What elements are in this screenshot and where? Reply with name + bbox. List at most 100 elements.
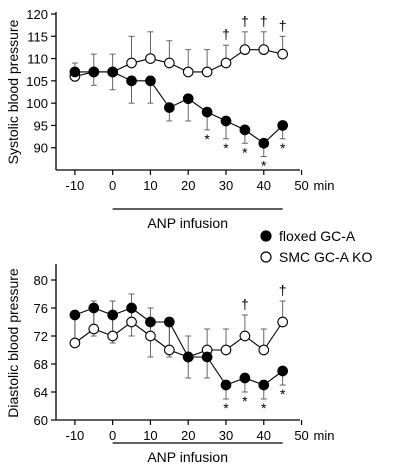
data-point-floxed bbox=[182, 351, 194, 363]
y-tick-label: 105 bbox=[26, 74, 48, 89]
data-point-smc-ko bbox=[277, 48, 289, 60]
diastolic-panel: 60 64 68 72 76 80 -10 0 10 20 30 40 50 min Diastolic b… bbox=[5, 264, 335, 465]
significance-star: * bbox=[242, 144, 248, 160]
data-point-floxed bbox=[277, 120, 289, 131]
significance-dagger: † bbox=[241, 13, 249, 29]
y-tick-label: 68 bbox=[34, 357, 48, 372]
data-point-floxed bbox=[239, 372, 251, 384]
x-tick-label: 20 bbox=[181, 428, 195, 443]
x-tick-label: 50 bbox=[294, 428, 308, 443]
data-point-floxed bbox=[258, 379, 270, 391]
data-point-floxed bbox=[88, 302, 100, 314]
data-point-smc-ko bbox=[201, 66, 213, 78]
significance-star: * bbox=[223, 140, 229, 156]
y-tick-label: 100 bbox=[26, 96, 48, 111]
data-point-smc-ko bbox=[239, 330, 251, 342]
x-tick-label: 40 bbox=[257, 428, 271, 443]
data-point-floxed bbox=[69, 66, 81, 78]
significance-star: * bbox=[261, 400, 267, 416]
y-tick-label: 64 bbox=[34, 385, 48, 400]
data-point-smc-ko bbox=[182, 66, 194, 78]
significance-star: * bbox=[242, 393, 248, 409]
x-tick-label: 40 bbox=[257, 178, 271, 193]
y-axis-label: Diastolic blood pressure bbox=[5, 268, 21, 418]
significance-dagger: † bbox=[222, 26, 230, 42]
data-point-smc-ko bbox=[145, 53, 156, 64]
data-point-smc-ko bbox=[69, 337, 81, 349]
y-axis-label: Systolic blood pressure bbox=[5, 19, 21, 164]
data-point-floxed bbox=[239, 124, 251, 136]
data-point-floxed bbox=[220, 115, 232, 127]
data-point-floxed bbox=[145, 75, 156, 87]
data-point-floxed bbox=[145, 316, 156, 328]
y-tick-label: 80 bbox=[34, 273, 48, 288]
significance-dagger: † bbox=[279, 17, 287, 33]
data-point-smc-ko bbox=[107, 330, 119, 342]
data-point-floxed bbox=[277, 365, 289, 377]
y-tick-label: 95 bbox=[34, 118, 48, 133]
data-point-floxed bbox=[88, 66, 100, 78]
x-tick-label: -10 bbox=[65, 178, 84, 193]
data-point-smc-ko bbox=[277, 316, 289, 328]
x-tick-label: 20 bbox=[181, 178, 195, 193]
significance-dagger: † bbox=[260, 13, 268, 29]
data-point-floxed bbox=[182, 93, 194, 105]
data-point-floxed bbox=[163, 102, 175, 113]
data-point-smc-ko bbox=[163, 344, 175, 356]
x-unit-label: min bbox=[314, 428, 335, 443]
x-unit-label: min bbox=[314, 178, 335, 193]
data-point-floxed bbox=[69, 309, 81, 321]
x-tick-label: 10 bbox=[143, 178, 157, 193]
data-point-floxed bbox=[163, 316, 175, 328]
x-tick-label: 50 bbox=[294, 178, 308, 193]
data-point-floxed bbox=[201, 106, 213, 118]
x-tick-label: -10 bbox=[65, 428, 84, 443]
x-tick-label: 30 bbox=[219, 178, 233, 193]
data-point-floxed bbox=[258, 137, 270, 149]
systolic-panel: 90 95 100 105 110 115 120 -10 0 10 20 30 40 50 min Syst… bbox=[5, 7, 335, 231]
y-tick-label: 90 bbox=[34, 141, 48, 156]
data-point-smc-ko bbox=[145, 330, 156, 342]
x-tick-label: 30 bbox=[219, 428, 233, 443]
data-point-smc-ko bbox=[126, 57, 137, 69]
x-tick-label: 0 bbox=[109, 428, 116, 443]
y-tick-label: 120 bbox=[26, 7, 48, 22]
data-point-smc-ko bbox=[163, 57, 175, 69]
x-tick-label: 10 bbox=[143, 428, 157, 443]
data-point-floxed bbox=[107, 309, 119, 321]
data-point-smc-ko bbox=[258, 44, 270, 56]
legend-marker-smc-ko bbox=[260, 251, 272, 263]
significance-star: * bbox=[280, 386, 286, 402]
data-point-smc-ko bbox=[258, 344, 270, 356]
data-point-smc-ko bbox=[88, 323, 100, 335]
significance-star: * bbox=[261, 158, 267, 174]
significance-star: * bbox=[223, 400, 229, 416]
data-point-smc-ko bbox=[220, 57, 232, 69]
y-tick-label: 60 bbox=[34, 413, 48, 428]
data-point-floxed bbox=[107, 66, 119, 78]
data-point-floxed bbox=[126, 75, 137, 87]
data-point-floxed bbox=[126, 302, 137, 314]
series-line-floxed bbox=[74, 307, 283, 386]
significance-star: * bbox=[280, 140, 286, 156]
y-tick-label: 115 bbox=[27, 29, 48, 44]
series-line-floxed bbox=[74, 71, 284, 144]
legend: floxed GC-A SMC GC-A KO bbox=[260, 228, 372, 265]
legend-label-floxed: floxed GC-A bbox=[279, 228, 356, 244]
legend-label-smc-ko: SMC GC-A KO bbox=[279, 249, 372, 265]
significance-star: * bbox=[204, 131, 210, 147]
infusion-label: ANP infusion bbox=[147, 449, 228, 465]
significance-dagger: † bbox=[241, 296, 249, 312]
y-tick-label: 72 bbox=[34, 329, 48, 344]
data-point-smc-ko bbox=[239, 44, 251, 56]
data-point-smc-ko bbox=[126, 316, 137, 328]
data-point-floxed bbox=[220, 379, 232, 391]
y-tick-label: 110 bbox=[27, 52, 48, 67]
data-point-floxed bbox=[201, 351, 213, 363]
significance-dagger: † bbox=[279, 282, 287, 298]
data-point-smc-ko bbox=[220, 344, 232, 356]
infusion-label: ANP infusion bbox=[147, 215, 228, 231]
y-tick-label: 76 bbox=[34, 301, 48, 316]
legend-marker-floxed bbox=[260, 230, 272, 242]
